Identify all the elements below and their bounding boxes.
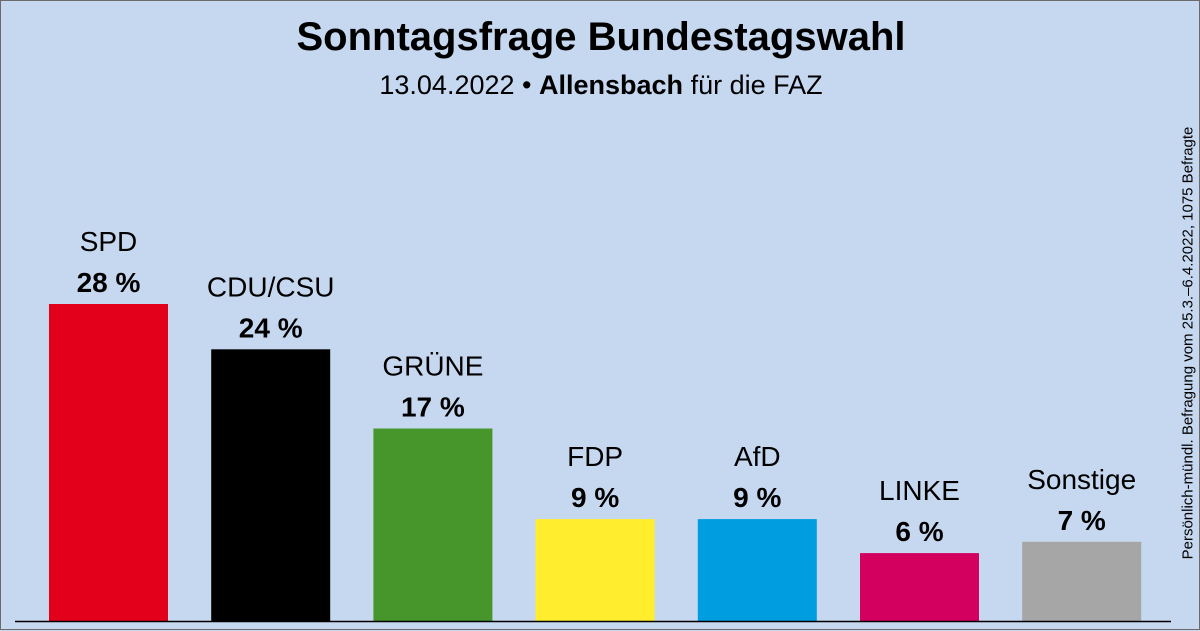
value-label: 9 % — [571, 482, 619, 513]
category-label: CDU/CSU — [207, 271, 335, 302]
value-label: 9 % — [733, 482, 781, 513]
value-label: 6 % — [895, 516, 943, 547]
bar-linke — [860, 553, 979, 621]
bar-fdp — [535, 519, 655, 621]
chart-title: Sonntagsfrage Bundestagswahl — [296, 15, 906, 59]
bar-grüne — [373, 428, 493, 621]
category-label: GRÜNE — [382, 351, 483, 382]
category-label: AfD — [734, 441, 781, 472]
poll-date: 13.04.2022 — [379, 70, 515, 100]
value-label: 7 % — [1058, 505, 1106, 536]
survey-method-note: Persönlich-mündl. Befragung vom 25.3.–6.… — [1179, 126, 1197, 560]
bar-sonstige — [1022, 541, 1142, 622]
bar-cdu-csu — [211, 349, 331, 621]
bar-afd — [697, 519, 817, 621]
subtitle-separator: • — [522, 70, 532, 100]
category-label: FDP — [567, 441, 623, 472]
value-label: 24 % — [239, 312, 303, 343]
category-label: SPD — [80, 226, 138, 257]
category-label: Sonstige — [1027, 464, 1136, 495]
poll-client: für die FAZ — [690, 70, 823, 100]
category-label: LINKE — [879, 475, 960, 506]
poll-institute: Allensbach — [539, 70, 684, 100]
chart-subtitle: 13.04.2022 • Allensbach für die FAZ — [1, 67, 1200, 103]
bar-spd — [49, 304, 168, 621]
value-label: 28 % — [77, 267, 141, 298]
value-label: 17 % — [401, 392, 465, 423]
